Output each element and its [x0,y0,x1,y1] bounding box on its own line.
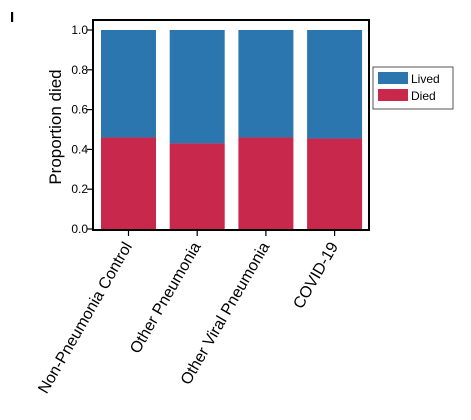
x-tick-label-non-pneumonia-control: Non-Pneumonia Control [35,240,136,397]
y-tick-label: 0.4 [71,142,88,156]
plot-frame [92,19,370,231]
bar-died-non-pneumonia-control [101,137,156,229]
bar-died-other-viral-pneumonia [238,137,294,229]
legend-label-lived: Lived [411,72,440,86]
panel-label: I [10,9,14,26]
bar-lived-other-viral-pneumonia [238,30,294,138]
bars-group [101,30,363,229]
bar-died-other-pneumonia [169,143,225,229]
y-tick-label: 0.0 [71,222,88,236]
bar-died-covid-19 [307,138,363,229]
bar-lived-covid-19 [307,30,363,139]
y-axis-title: Proportion died [46,69,65,184]
legend-swatch-died [378,89,408,101]
y-axis: 0.0 0.2 0.4 0.6 0.8 1.0 [71,23,93,236]
bar-lived-other-pneumonia [169,30,225,144]
y-tick-label: 1.0 [71,23,88,37]
x-tick-label-covid-19: COVID-19 [290,239,342,311]
bar-lived-non-pneumonia-control [101,30,156,138]
legend-swatch-lived [378,72,408,84]
x-tick-label-other-pneumonia: Other Pneumonia [127,239,204,356]
legend-label-died: Died [411,89,436,103]
y-tick-label: 0.2 [71,182,88,196]
y-tick-label: 0.8 [71,63,88,77]
y-tick-label: 0.6 [71,103,88,117]
legend: Lived Died [372,66,454,110]
